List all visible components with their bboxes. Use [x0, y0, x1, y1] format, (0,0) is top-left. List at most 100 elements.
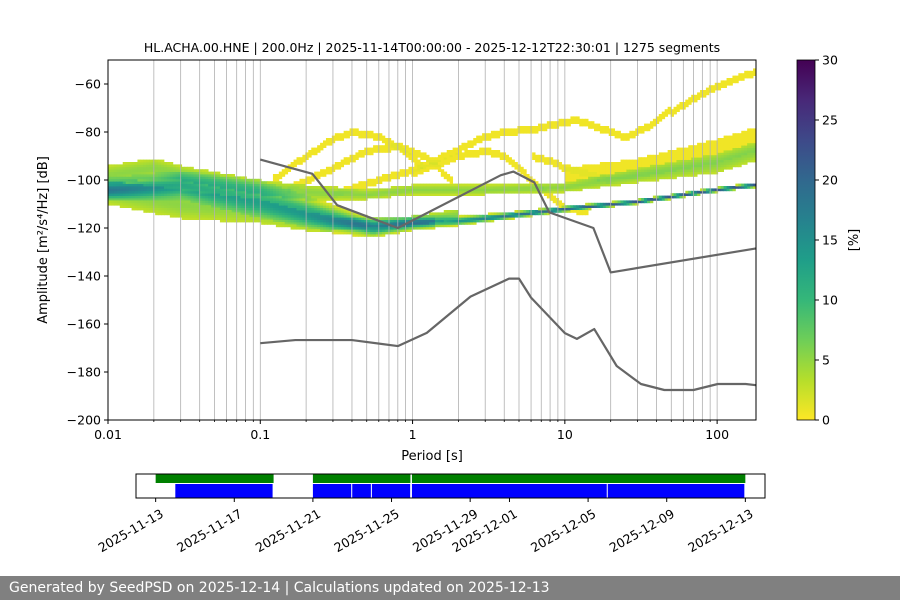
density-cell	[432, 162, 436, 165]
density-cell	[302, 205, 306, 208]
density-cell	[193, 193, 197, 196]
density-cell	[255, 178, 259, 182]
density-cell	[726, 142, 730, 146]
density-cell	[449, 222, 454, 225]
density-cell	[420, 188, 424, 192]
density-cell	[620, 202, 624, 206]
density-cell	[373, 229, 377, 232]
density-cell	[314, 226, 318, 230]
density-cell	[505, 217, 509, 220]
density-cell	[317, 224, 321, 228]
density-cell	[231, 195, 236, 199]
density-cell	[753, 152, 757, 156]
density-cell	[231, 205, 236, 208]
density-cell	[487, 188, 492, 192]
density-cell	[626, 135, 630, 139]
density-cell	[367, 193, 371, 196]
density-cell	[122, 186, 127, 189]
density-cell	[417, 166, 421, 170]
density-cell	[231, 202, 236, 206]
density-cell	[181, 176, 185, 180]
density-cell	[714, 171, 719, 175]
density-cell	[638, 162, 642, 165]
density-cell	[252, 186, 256, 189]
density-cell	[520, 183, 524, 187]
density-cell	[264, 181, 268, 184]
density-cell	[305, 176, 309, 180]
density-cell	[193, 205, 197, 208]
density-cell	[284, 224, 289, 228]
density-cell	[387, 140, 392, 144]
density-cell	[449, 193, 454, 196]
density-cell	[205, 186, 209, 189]
density-cell	[429, 166, 433, 170]
density-cell	[399, 171, 403, 175]
density-cell	[632, 202, 636, 206]
density-cell	[688, 162, 692, 165]
density-cell	[538, 128, 542, 132]
density-cell	[199, 202, 203, 206]
density-cell	[744, 150, 748, 153]
density-cell	[694, 99, 698, 103]
density-cell	[352, 188, 356, 192]
density-cell	[137, 178, 141, 182]
density-cell	[325, 210, 330, 213]
density-cell	[579, 183, 583, 187]
density-cell	[561, 169, 565, 172]
density-cell	[464, 186, 468, 189]
density-cell	[128, 188, 132, 192]
density-cell	[585, 121, 589, 124]
density-cell	[376, 222, 380, 225]
density-cell	[140, 174, 144, 177]
density-cell	[172, 166, 177, 170]
density-cell	[437, 222, 442, 225]
density-cell	[311, 214, 315, 218]
density-cell	[317, 226, 321, 230]
density-cell	[314, 147, 318, 151]
density-cell	[599, 162, 604, 165]
density-cell	[340, 162, 345, 165]
density-cell	[411, 154, 415, 158]
density-cell	[161, 193, 165, 196]
density-cell	[605, 202, 610, 206]
density-cell	[134, 195, 138, 199]
density-cell	[679, 102, 683, 105]
density-cell	[426, 217, 430, 220]
density-cell	[523, 190, 527, 194]
density-cell	[193, 212, 197, 216]
density-cell	[429, 222, 433, 225]
density-cell	[196, 183, 200, 187]
density-cell	[396, 174, 400, 177]
density-cell	[647, 164, 651, 168]
density-cell	[605, 174, 610, 177]
density-cell	[673, 176, 677, 180]
density-cell	[443, 171, 448, 175]
density-cell	[452, 159, 456, 163]
density-cell	[685, 150, 689, 153]
density-cell	[411, 152, 415, 156]
density-cell	[461, 152, 465, 156]
density-cell	[464, 219, 468, 223]
density-cell	[399, 229, 403, 232]
density-cell	[452, 224, 456, 228]
density-cell	[750, 145, 754, 148]
density-cell	[225, 178, 230, 182]
density-cell	[629, 164, 633, 168]
density-cell	[328, 188, 333, 192]
density-cell	[508, 214, 512, 218]
density-cell	[334, 166, 339, 170]
density-cell	[440, 193, 445, 196]
density-cell	[732, 80, 736, 84]
density-cell	[644, 126, 648, 129]
density-cell	[667, 157, 671, 160]
density-cell	[196, 200, 200, 204]
density-cell	[293, 200, 297, 204]
density-cell	[290, 162, 294, 165]
density-cell	[193, 200, 197, 204]
density-cell	[723, 82, 727, 86]
density-cell	[396, 142, 400, 146]
density-cell	[402, 190, 406, 194]
density-cell	[287, 222, 292, 225]
density-cell	[611, 133, 616, 136]
density-cell	[629, 174, 633, 177]
